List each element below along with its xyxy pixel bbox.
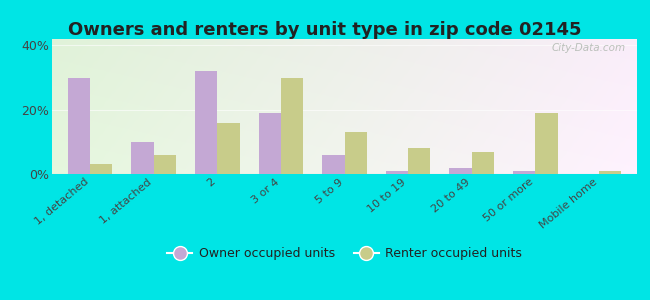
Bar [131,142,154,174]
Bar [599,171,621,174]
Bar [217,123,240,174]
Text: Owners and renters by unit type in zip code 02145: Owners and renters by unit type in zip c… [68,21,582,39]
Bar [344,132,367,174]
Text: City-Data.com: City-Data.com [551,43,625,53]
Bar [535,113,558,174]
Bar [259,113,281,174]
Bar [322,155,344,174]
Bar [386,171,408,174]
Bar [513,171,535,174]
Bar [472,152,494,174]
Bar [281,78,303,174]
Bar [195,71,217,174]
Bar [154,155,176,174]
Bar [408,148,430,174]
Bar [449,168,472,174]
Legend: Owner occupied units, Renter occupied units: Owner occupied units, Renter occupied un… [162,242,526,265]
Bar [68,78,90,174]
Bar [90,164,112,174]
